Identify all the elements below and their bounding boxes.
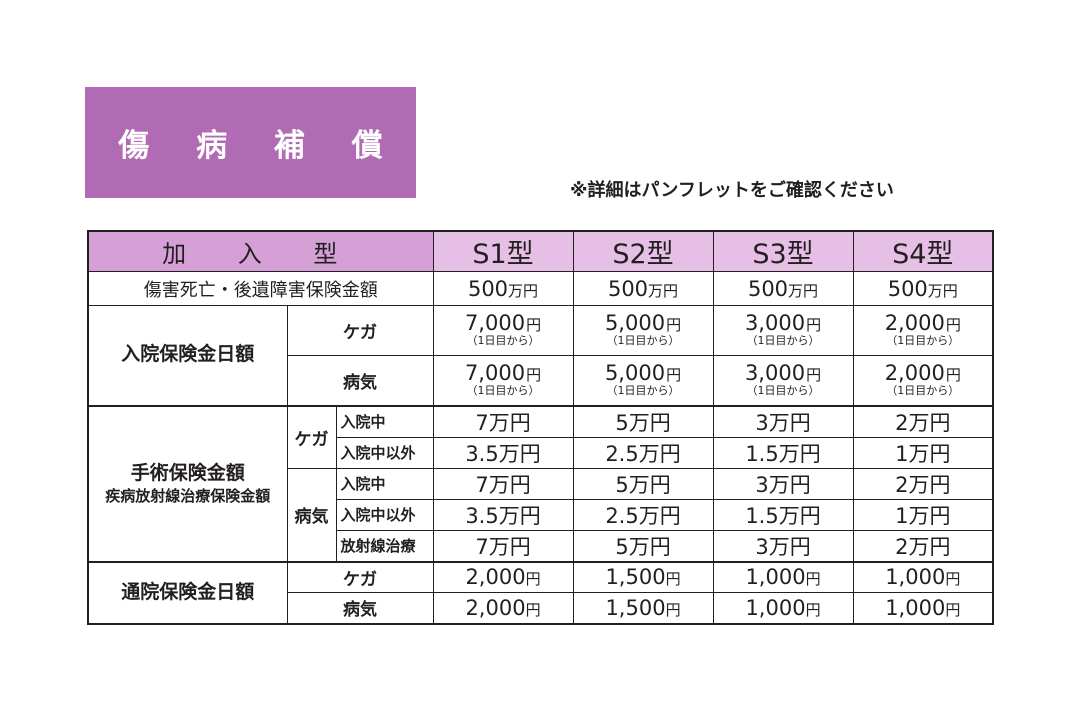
- hospital-illness-s3: 3,000円 （1日目から）: [712, 355, 854, 406]
- outpatient-label: 通院保険金日額: [87, 560, 288, 624]
- section-title-box: 傷 病 補 償: [85, 87, 416, 198]
- death-label: 傷害死亡・後遺障害保険金額: [87, 271, 434, 306]
- death-value-s1: 500万円: [432, 271, 574, 306]
- outpatient-illness-s4: 1,000円: [852, 592, 994, 624]
- surgery-illness-rad-s4: 2万円: [852, 529, 994, 562]
- surgery-illness-out-s4: 1万円: [852, 498, 994, 531]
- surgery-illness-in-s2: 5万円: [572, 467, 714, 500]
- outpatient-illness-s1: 2,000円: [432, 592, 574, 624]
- surgery-label-main: 手術保険金額: [130, 461, 245, 484]
- death-value-s2: 500万円: [572, 271, 714, 306]
- plan-s2-header: S2型: [572, 230, 714, 272]
- hospital-injury-s4: 2,000円 （1日目から）: [852, 305, 994, 356]
- surgery-illness-rad-s1: 7万円: [432, 529, 574, 562]
- outpatient-injury-s3: 1,000円: [712, 560, 854, 593]
- hospital-illness-s4: 2,000円 （1日目から）: [852, 355, 994, 406]
- surgery-injury-out-s3: 1.5万円: [712, 436, 854, 469]
- outpatient-injury-label: ケガ: [286, 560, 434, 593]
- surgery-illness-out-s3: 1.5万円: [712, 498, 854, 531]
- hospital-label: 入院保険金日額: [87, 305, 288, 406]
- surgery-illness-label: 病気: [286, 467, 337, 562]
- surgery-illness-out-s1: 3.5万円: [432, 498, 574, 531]
- outpatient-injury-s1: 2,000円: [432, 560, 574, 593]
- surgery-injury-in-s1: 7万円: [432, 404, 574, 438]
- surgery-injury-label: ケガ: [286, 404, 337, 469]
- surgery-injury-out-s4: 1万円: [852, 436, 994, 469]
- coverage-table: 加 入 型 S1型 S2型 S3型 S4型 傷害死亡・後遺障害保険金額 500万…: [87, 230, 995, 625]
- hospital-injury-s3: 3,000円 （1日目から）: [712, 305, 854, 356]
- surgery-illness-out-label: 入院中以外: [335, 498, 434, 531]
- outpatient-illness-s2: 1,500円: [572, 592, 714, 624]
- surgery-illness-in-s1: 7万円: [432, 467, 574, 500]
- surgery-label-sub: 疾病放射線治療保険金額: [105, 487, 271, 506]
- outpatient-illness-label: 病気: [286, 592, 434, 624]
- surgery-injury-in-label: 入院中: [335, 404, 434, 438]
- hospital-injury-s2: 5,000円 （1日目から）: [572, 305, 714, 356]
- section-title: 傷 病 補 償: [118, 128, 401, 164]
- death-value-s3: 500万円: [712, 271, 854, 306]
- surgery-illness-in-s3: 3万円: [712, 467, 854, 500]
- pamphlet-note: ※詳細はパンフレットをご確認ください: [570, 180, 894, 201]
- outpatient-injury-s4: 1,000円: [852, 560, 994, 593]
- surgery-label: 手術保険金額 疾病放射線治療保険金額: [87, 404, 288, 562]
- hospital-injury-label: ケガ: [286, 305, 434, 356]
- surgery-injury-out-label: 入院中以外: [335, 436, 434, 469]
- surgery-illness-rad-label: 放射線治療: [335, 529, 434, 562]
- surgery-illness-rad-s3: 3万円: [712, 529, 854, 562]
- surgery-illness-in-label: 入院中: [335, 467, 434, 500]
- surgery-injury-in-s3: 3万円: [712, 404, 854, 438]
- plan-s4-header: S4型: [852, 230, 994, 272]
- surgery-illness-rad-s2: 5万円: [572, 529, 714, 562]
- hospital-illness-s2: 5,000円 （1日目から）: [572, 355, 714, 406]
- outpatient-illness-s3: 1,000円: [712, 592, 854, 624]
- surgery-illness-in-s4: 2万円: [852, 467, 994, 500]
- hospital-illness-s1: 7,000円 （1日目から）: [432, 355, 574, 406]
- plan-type-header: 加 入 型: [87, 230, 434, 272]
- plan-s3-header: S3型: [712, 230, 854, 272]
- surgery-injury-in-s2: 5万円: [572, 404, 714, 438]
- hospital-injury-s1: 7,000円 （1日目から）: [432, 305, 574, 356]
- death-value-s4: 500万円: [852, 271, 994, 306]
- plan-s1-header: S1型: [432, 230, 574, 272]
- surgery-injury-out-s2: 2.5万円: [572, 436, 714, 469]
- surgery-injury-out-s1: 3.5万円: [432, 436, 574, 469]
- outpatient-injury-s2: 1,500円: [572, 560, 714, 593]
- hospital-illness-label: 病気: [286, 355, 434, 406]
- surgery-illness-out-s2: 2.5万円: [572, 498, 714, 531]
- surgery-injury-in-s4: 2万円: [852, 404, 994, 438]
